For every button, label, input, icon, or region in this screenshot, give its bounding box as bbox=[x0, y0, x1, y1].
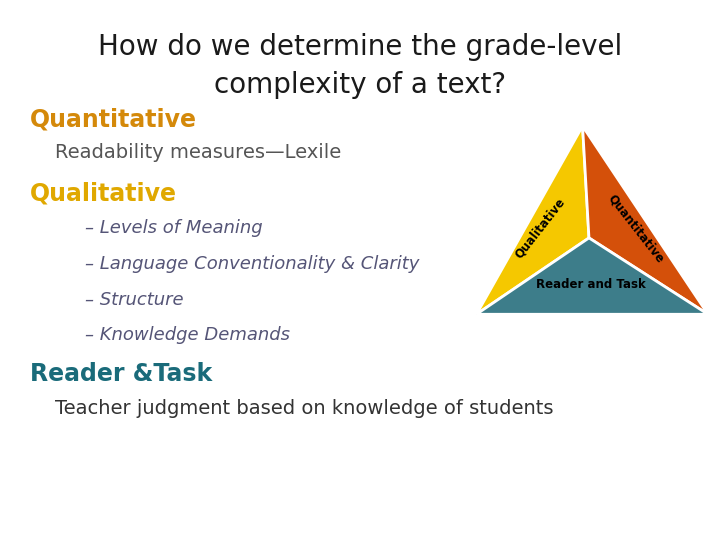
Text: – Structure: – Structure bbox=[85, 291, 184, 308]
Text: complexity of a text?: complexity of a text? bbox=[214, 71, 506, 99]
Text: Reader and Task: Reader and Task bbox=[536, 278, 646, 291]
Text: Qualitative: Qualitative bbox=[512, 195, 567, 261]
Text: – Knowledge Demands: – Knowledge Demands bbox=[85, 326, 290, 343]
Text: Qualitative: Qualitative bbox=[30, 182, 177, 206]
Text: How do we determine the grade-level: How do we determine the grade-level bbox=[98, 33, 622, 62]
Text: Quantitative: Quantitative bbox=[606, 192, 667, 265]
Polygon shape bbox=[582, 126, 708, 314]
Polygon shape bbox=[477, 238, 708, 314]
Text: Teacher judgment based on knowledge of students: Teacher judgment based on knowledge of s… bbox=[55, 399, 553, 417]
Polygon shape bbox=[477, 126, 589, 314]
Text: – Language Conventionality & Clarity: – Language Conventionality & Clarity bbox=[85, 255, 419, 273]
Text: Quantitative: Quantitative bbox=[30, 108, 197, 132]
Text: – Levels of Meaning: – Levels of Meaning bbox=[85, 219, 263, 237]
Text: Reader &Task: Reader &Task bbox=[30, 362, 212, 386]
Text: Readability measures—Lexile: Readability measures—Lexile bbox=[55, 143, 341, 162]
